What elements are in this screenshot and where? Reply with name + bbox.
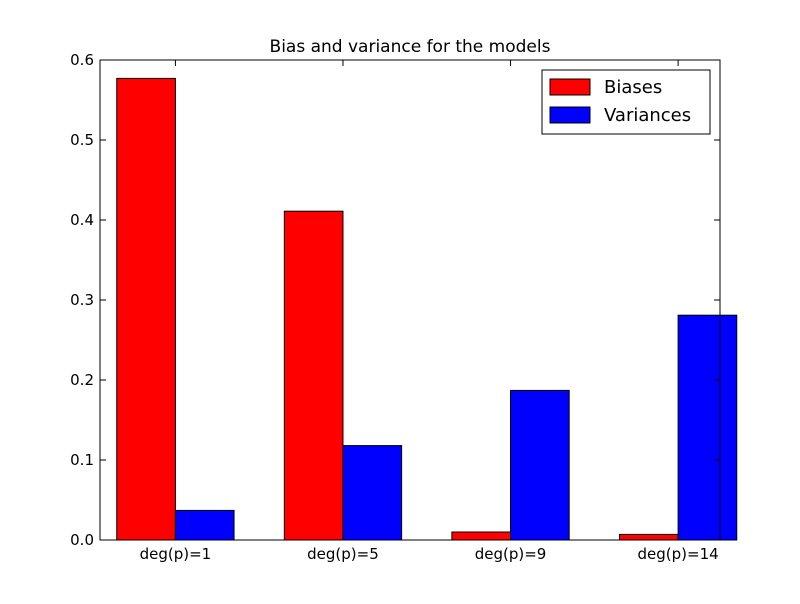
legend: Biases Variances — [541, 69, 711, 135]
y-tick-label: 0.5 — [70, 131, 94, 149]
legend-swatch-variances — [549, 106, 591, 124]
y-tick-label: 0.2 — [70, 371, 94, 389]
y-tick-label: 0.3 — [70, 291, 94, 309]
y-tick-label: 0.4 — [70, 211, 94, 229]
y-tick-label: 0.0 — [70, 531, 94, 549]
legend-label-variances: Variances — [604, 105, 691, 126]
x-tick-label: deg(p)=1 — [140, 545, 212, 563]
x-tick-label: deg(p)=14 — [638, 545, 719, 563]
x-tick-label: deg(p)=5 — [307, 545, 379, 563]
legend-swatch-biases — [549, 78, 591, 96]
bar-biases-0 — [116, 77, 176, 541]
chart-title: Bias and variance for the models — [270, 37, 551, 57]
bar-variances-2 — [510, 389, 570, 541]
bar-variances-0 — [174, 509, 235, 541]
bar-biases-3 — [618, 533, 679, 541]
legend-label-biases: Biases — [604, 77, 662, 98]
y-tick-label: 0.6 — [70, 51, 94, 69]
axes-frame — [99, 59, 721, 541]
x-tick-label: deg(p)=9 — [475, 545, 547, 563]
bar-biases-2 — [451, 531, 512, 541]
bars-group — [116, 77, 738, 541]
y-tick-label: 0.1 — [70, 451, 94, 469]
bar-variances-3 — [677, 314, 738, 541]
bar-variances-1 — [342, 445, 403, 541]
axis-ticks: 0.0 0.1 0.2 0.3 0.4 0.5 0.6 deg(p)=1 deg(p)=5 deg… — [70, 51, 720, 563]
bar-biases-1 — [283, 210, 344, 541]
